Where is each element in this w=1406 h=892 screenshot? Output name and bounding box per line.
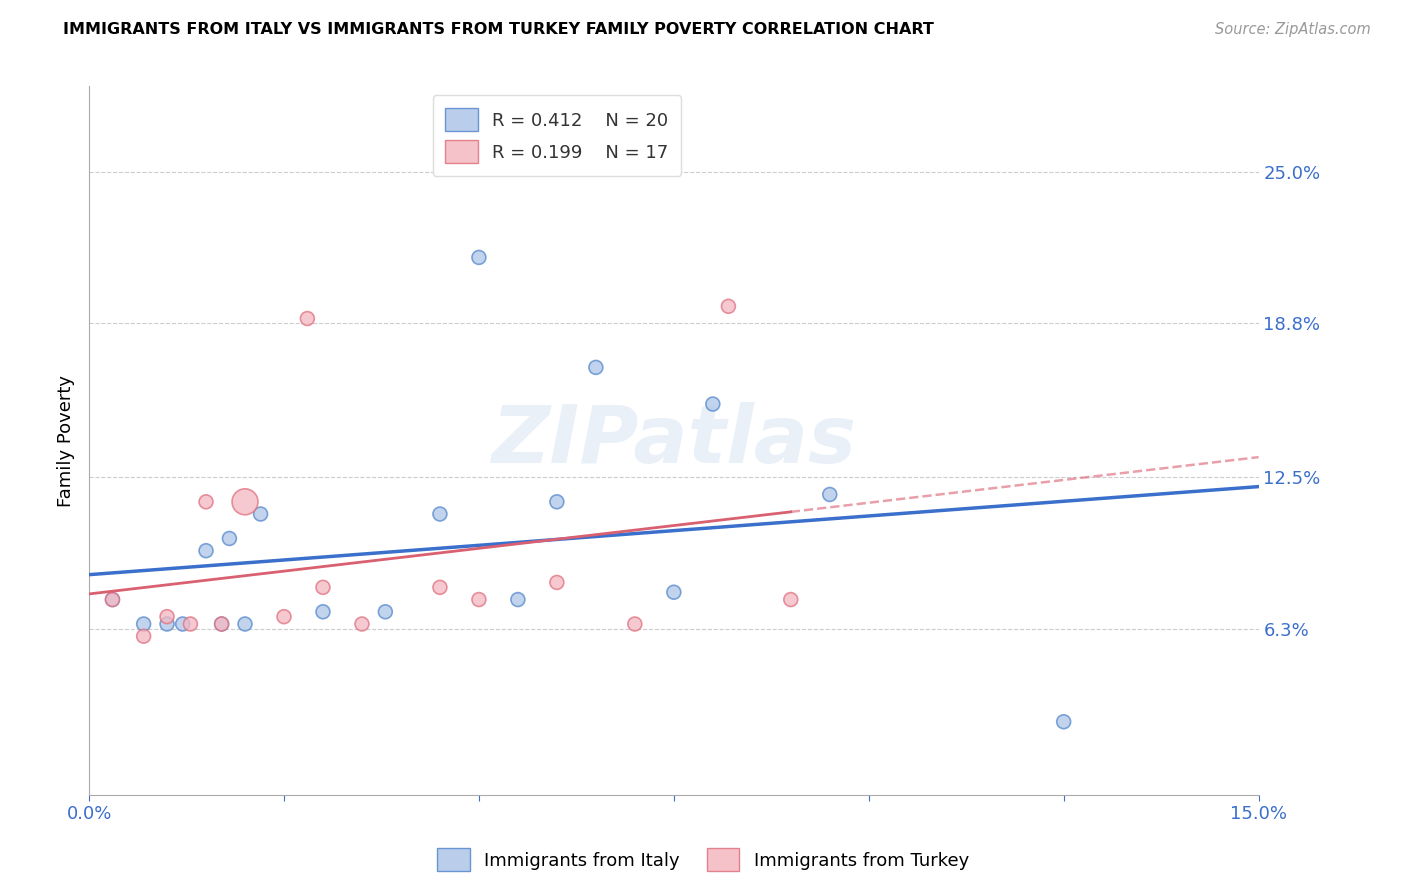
- Point: [429, 580, 451, 594]
- Point: [624, 617, 647, 632]
- Point: [585, 360, 607, 375]
- Point: [717, 299, 740, 313]
- Point: [468, 251, 491, 265]
- Point: [1053, 714, 1076, 729]
- Point: [818, 487, 841, 501]
- Point: [546, 495, 568, 509]
- Point: [156, 609, 179, 624]
- Point: [211, 617, 233, 632]
- Point: [211, 617, 233, 632]
- Point: [156, 617, 179, 632]
- Point: [195, 495, 218, 509]
- Point: [249, 507, 271, 521]
- Text: Source: ZipAtlas.com: Source: ZipAtlas.com: [1215, 22, 1371, 37]
- Point: [297, 311, 319, 326]
- Point: [132, 617, 155, 632]
- Point: [195, 543, 218, 558]
- Point: [374, 605, 396, 619]
- Point: [233, 495, 256, 509]
- Point: [132, 629, 155, 643]
- Point: [101, 592, 124, 607]
- Point: [312, 580, 335, 594]
- Point: [273, 609, 295, 624]
- Point: [779, 592, 801, 607]
- Point: [172, 617, 194, 632]
- Legend: R = 0.412    N = 20, R = 0.199    N = 17: R = 0.412 N = 20, R = 0.199 N = 17: [433, 95, 681, 176]
- Point: [233, 617, 256, 632]
- Point: [546, 575, 568, 590]
- Text: ZIPatlas: ZIPatlas: [491, 401, 856, 480]
- Point: [312, 605, 335, 619]
- Point: [218, 532, 240, 546]
- Point: [662, 585, 685, 599]
- Point: [506, 592, 529, 607]
- Point: [702, 397, 724, 411]
- Point: [350, 617, 373, 632]
- Legend: Immigrants from Italy, Immigrants from Turkey: Immigrants from Italy, Immigrants from T…: [430, 841, 976, 879]
- Y-axis label: Family Poverty: Family Poverty: [58, 375, 75, 507]
- Point: [429, 507, 451, 521]
- Point: [179, 617, 201, 632]
- Point: [101, 592, 124, 607]
- Text: IMMIGRANTS FROM ITALY VS IMMIGRANTS FROM TURKEY FAMILY POVERTY CORRELATION CHART: IMMIGRANTS FROM ITALY VS IMMIGRANTS FROM…: [63, 22, 934, 37]
- Point: [468, 592, 491, 607]
